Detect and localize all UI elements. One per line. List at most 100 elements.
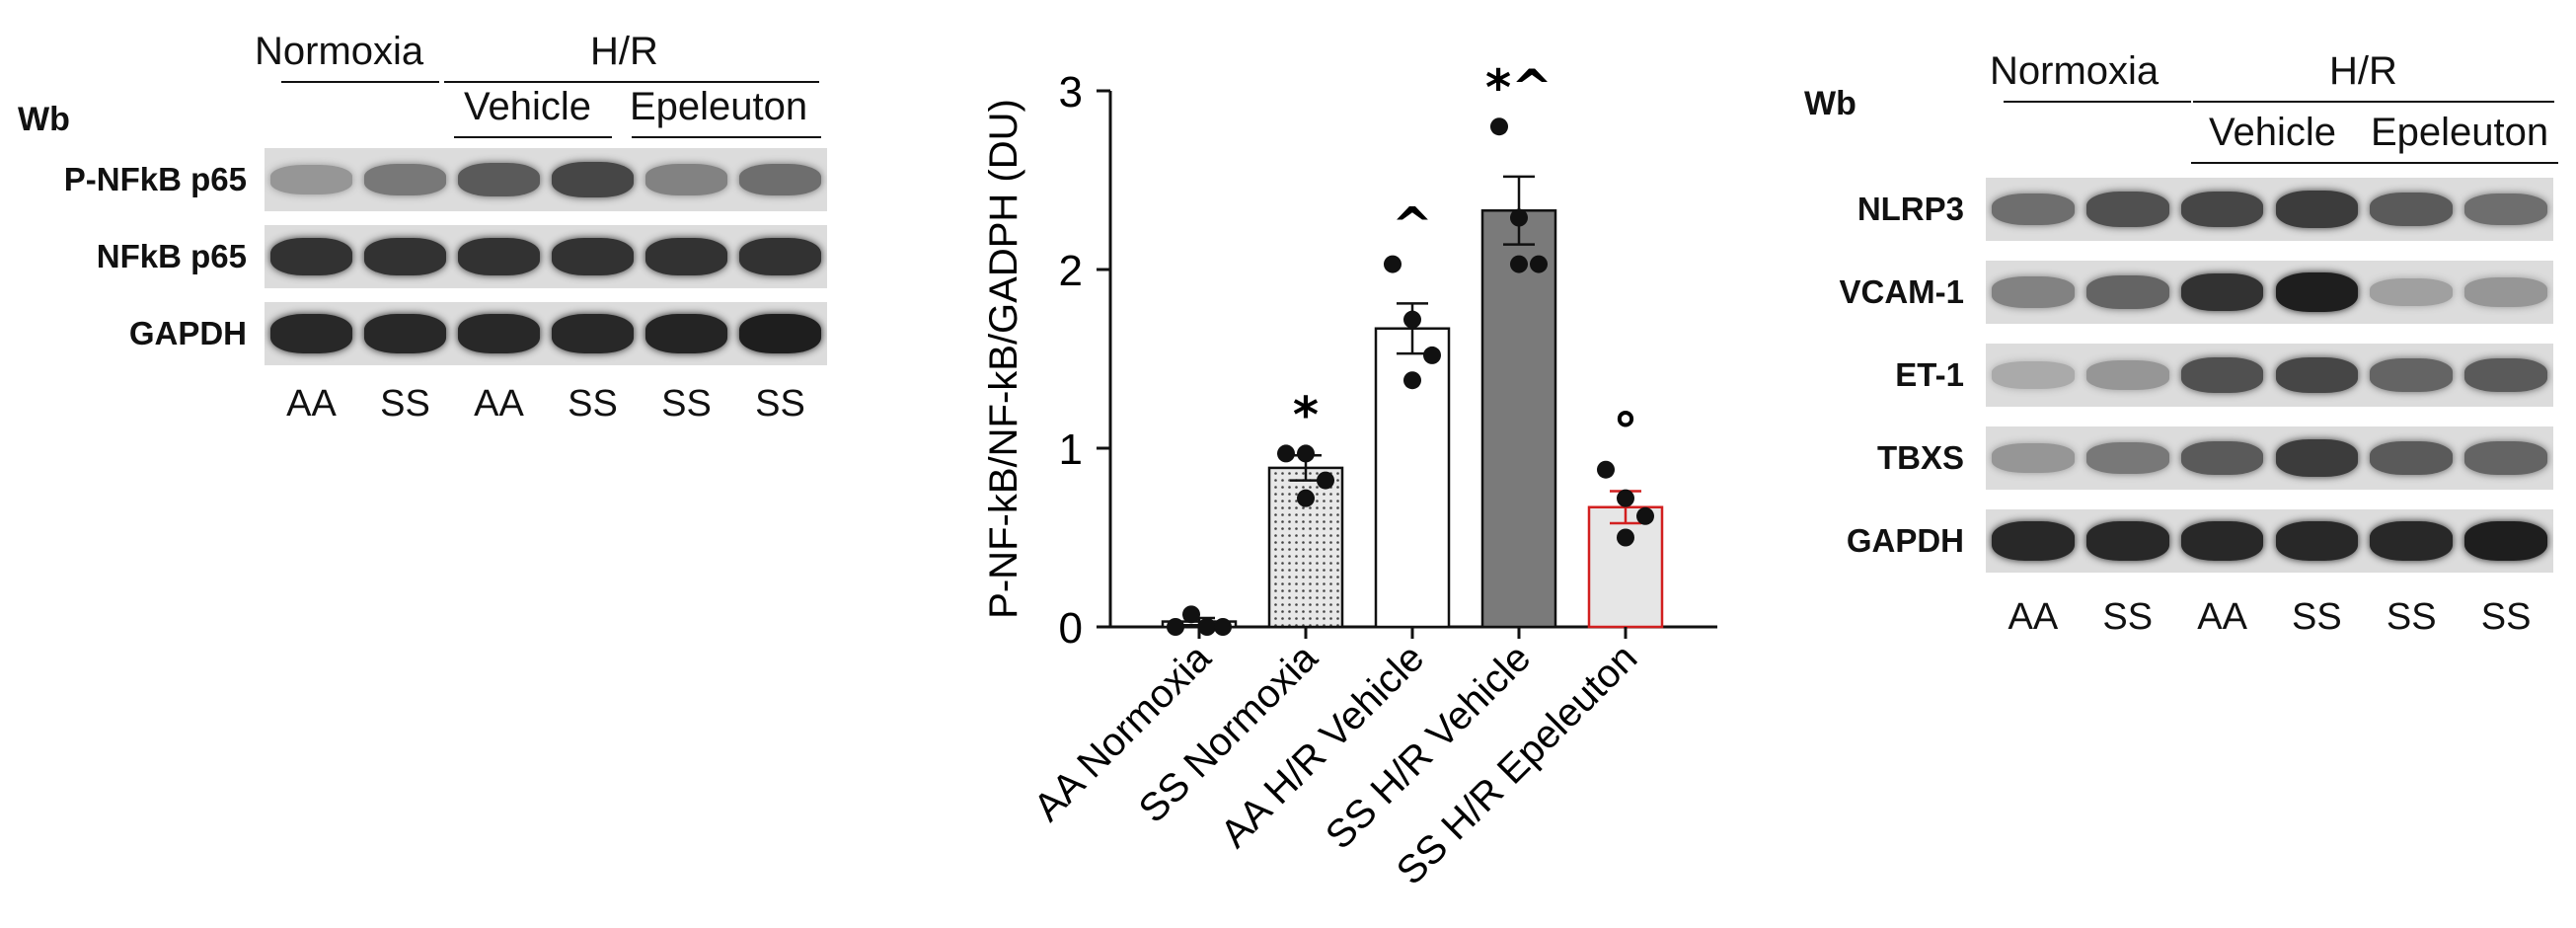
y-tick-label: 2 (1059, 247, 1083, 295)
data-point (1510, 208, 1528, 227)
lane-label: SS (2386, 596, 2437, 638)
row-label: GAPDH (128, 315, 247, 351)
band (645, 237, 727, 276)
vehicle-line (2191, 162, 2379, 164)
data-point (1277, 444, 1295, 463)
significance-marker: ^ (1392, 197, 1433, 255)
band (2275, 271, 2359, 313)
band (739, 237, 821, 276)
band (364, 314, 446, 353)
blot-strip (265, 225, 827, 288)
data-point (1317, 471, 1334, 490)
band (552, 237, 634, 276)
row-label: NFkB p65 (96, 238, 247, 274)
data-point (1384, 255, 1402, 273)
row-label: P-NFkB p65 (63, 161, 247, 197)
band (2275, 356, 2359, 394)
blot-strip (1986, 426, 2553, 490)
header-normoxia: Normoxia (255, 30, 424, 73)
blot-strip (1986, 178, 2553, 241)
blot-strip (1986, 344, 2553, 407)
data-point (1617, 528, 1634, 547)
hr-line (2193, 101, 2554, 103)
significance-marker: * (1293, 386, 1319, 443)
band (2370, 192, 2454, 227)
lane-label: SS (568, 383, 618, 425)
significance-marker: *^ (1485, 59, 1553, 116)
lane-label: AA (2008, 596, 2059, 638)
band (2180, 191, 2264, 228)
band (2275, 521, 2359, 561)
left-western-blot: Normoxia H/R Vehicle Epeleuton Wb P-NFkB p65 N… (0, 0, 869, 513)
right-western-blot: Normoxia H/R Vehicle Epeleuton Wb NLRP3 VCAM-1… (1767, 0, 2576, 652)
wb-label: Wb (1804, 85, 1856, 122)
data-point (1214, 618, 1232, 636)
vehicle-line (454, 136, 612, 138)
data-point (1597, 460, 1615, 479)
band (739, 163, 821, 196)
band (1992, 276, 2075, 308)
header-epeleuton: Epeleuton (2371, 111, 2549, 154)
band (364, 164, 446, 195)
data-point (1198, 618, 1216, 636)
band (2464, 357, 2547, 393)
band (552, 314, 634, 353)
epeleuton-line (632, 136, 821, 138)
data-point (1490, 117, 1508, 136)
band (1992, 193, 2075, 226)
band (2085, 442, 2169, 474)
y-tick-label: 1 (1059, 425, 1083, 474)
band (270, 314, 352, 353)
band (2464, 193, 2547, 226)
lane-label: AA (286, 383, 337, 425)
row-label: VCAM-1 (1839, 273, 1964, 310)
bar (1480, 209, 1557, 629)
band (2370, 440, 2454, 476)
data-point (1636, 506, 1654, 525)
band (458, 314, 540, 353)
header-vehicle: Vehicle (464, 85, 591, 128)
row-label: NLRP3 (1856, 191, 1964, 227)
lane-label: SS (380, 383, 430, 425)
band (2180, 521, 2264, 561)
y-tick-label: 3 (1059, 68, 1083, 116)
band (270, 237, 352, 276)
data-point (1510, 255, 1528, 273)
band (645, 313, 727, 354)
data-point (1403, 371, 1421, 390)
band (645, 164, 727, 195)
data-point (1617, 489, 1634, 507)
band (1992, 443, 2075, 473)
band (2085, 275, 2169, 309)
lane-label: AA (2197, 596, 2247, 638)
data-point (1530, 255, 1548, 273)
band (1992, 361, 2075, 389)
bar (1587, 505, 1664, 629)
data-point (1423, 346, 1441, 364)
normoxia-line (281, 81, 439, 83)
header-normoxia: Normoxia (1990, 49, 2159, 93)
y-tick-label: 0 (1059, 604, 1083, 653)
band (552, 161, 634, 198)
blot-strip (1986, 509, 2553, 573)
band (2085, 360, 2169, 390)
band (2370, 521, 2454, 561)
band (1992, 521, 2075, 561)
row-label: ET-1 (1895, 356, 1964, 393)
band (2370, 277, 2454, 307)
lane-label: AA (474, 383, 524, 425)
data-point (1167, 618, 1184, 636)
band (2085, 192, 2169, 227)
epeleuton-line (2371, 162, 2558, 164)
y-axis-label: P-NF-kB/NF-kB/GADPH (DU) (982, 99, 1025, 619)
header-hr: H/R (590, 30, 658, 73)
blot-strip (265, 302, 827, 365)
lane-label: SS (2292, 596, 2342, 638)
band (2180, 272, 2264, 312)
normoxia-line (2004, 101, 2191, 103)
band (2370, 358, 2454, 392)
band (270, 165, 352, 194)
band (2275, 439, 2359, 477)
row-label: GAPDH (1846, 522, 1964, 559)
